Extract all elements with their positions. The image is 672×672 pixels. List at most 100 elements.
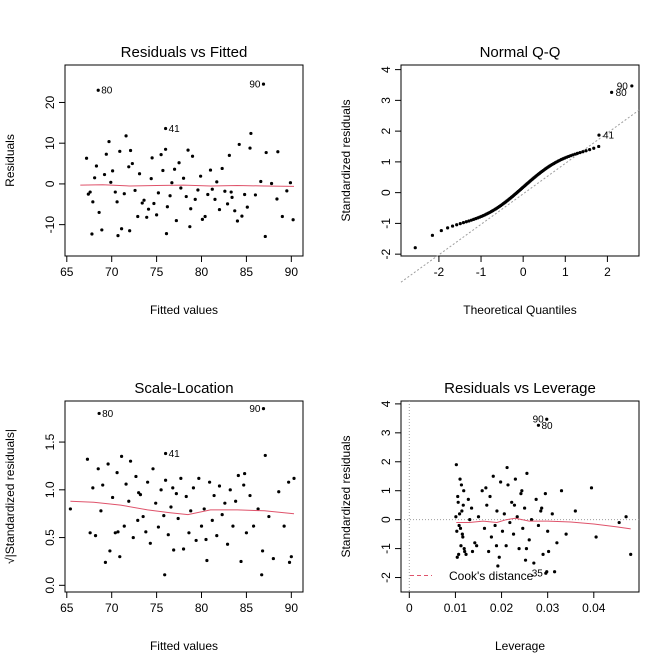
legend-label: Cook's distance [449,569,534,583]
data-point [193,197,197,201]
data-point [496,564,500,568]
data-point [137,172,142,176]
data-point [184,494,188,499]
data-point [497,555,501,559]
data-point [170,181,174,185]
data-point [541,552,545,556]
point-label: 90 [249,80,261,91]
data-point [113,190,117,194]
data-point [152,201,156,206]
qq-point [413,246,417,250]
data-point [109,180,113,184]
data-point [461,535,465,539]
data-point [128,229,132,233]
data-point [223,501,227,505]
data-point [140,201,144,205]
plot-frame [64,400,304,593]
data-point [115,471,119,475]
data-point [116,234,120,238]
x-axis-label: Theoretical Quantiles [463,303,576,317]
y-tick-label: 3 [379,429,393,436]
data-point [210,518,214,522]
x-tick-label: 65 [60,601,74,615]
data-point [534,497,538,501]
panel-residuals-vs-leverage: Residuals vs Leverage Leverage Standardi… [339,380,640,653]
data-point [523,558,528,562]
data-point [137,491,141,495]
data-point [564,532,568,536]
x-tick-label: 2 [604,265,611,279]
data-point [163,478,168,482]
data-point [115,200,119,204]
data-point [513,477,517,481]
x-tick-label: 70 [105,265,119,279]
qq-point [597,144,601,149]
data-point [231,524,235,528]
data-point [111,495,115,500]
point-label: 80 [101,86,113,97]
data-point [156,525,161,529]
data-point [455,555,459,559]
data-point [217,207,222,212]
leverage-points [454,417,633,575]
data-point [546,529,550,533]
data-point [545,417,549,421]
data-point [460,509,464,513]
qq-point [446,226,450,230]
y-tick-label: -10 [43,216,57,234]
y-tick-label: 2 [379,127,393,134]
data-point [275,197,279,201]
qq-point [578,150,582,155]
data-point [181,547,186,551]
data-point [504,544,508,548]
point-label: 90 [249,404,261,415]
data-point [244,531,249,535]
data-point [146,207,151,211]
data-point [199,524,204,528]
data-point [162,514,166,518]
data-point [458,477,462,481]
data-point [220,166,224,171]
data-point [131,535,135,540]
data-point [122,192,126,196]
x-tick-label: 75 [150,601,164,615]
data-point [280,214,284,219]
data-point [248,146,252,150]
data-point [505,465,509,470]
x-tick-label: 90 [285,601,299,615]
data-point [267,514,271,519]
plot-frame [400,400,640,593]
data-point [108,549,112,553]
data-point [263,453,267,458]
x-tick-label: 0.02 [490,601,514,615]
smoother-line [80,184,295,187]
data-point [102,172,107,177]
data-point [517,546,521,551]
x-tick-label: -1 [476,265,487,279]
qq-point [581,150,585,154]
data-point [177,161,181,165]
data-point [128,148,133,153]
data-point [113,531,117,535]
data-point [555,541,559,545]
data-point [462,489,466,493]
data-point [559,489,564,493]
data-point [215,534,219,538]
data-point [196,188,200,192]
panel-normal-qq: Normal Q-Q Theoretical Quantiles Standar… [339,44,640,317]
data-point [487,549,491,554]
point-label: 41 [169,124,181,135]
y-tick-label: 1.5 [43,433,57,450]
data-point [119,454,124,458]
data-point [168,194,172,198]
point-label: 41 [169,449,181,460]
data-point [228,488,232,492]
data-point [127,499,131,503]
data-point [154,501,158,505]
data-point [150,156,154,160]
data-point [287,560,292,564]
qq-point [584,149,588,153]
data-point [179,476,183,480]
data-point [145,215,149,219]
